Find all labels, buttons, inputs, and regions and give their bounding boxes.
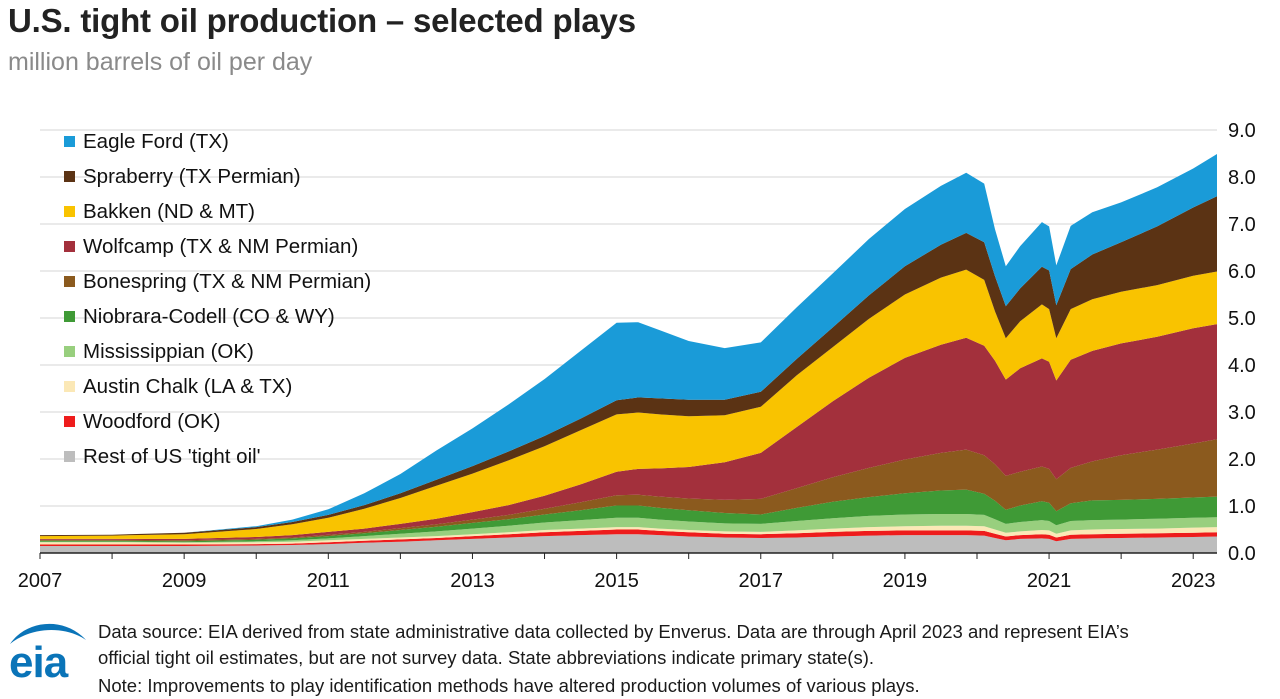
legend-label: Austin Chalk (LA & TX) xyxy=(83,374,293,398)
legend-label: Woodford (OK) xyxy=(83,409,221,433)
area-niobrara-codell-co-wy xyxy=(40,489,1217,543)
y-tick-label: 4.0 xyxy=(1228,355,1256,377)
legend-label: Rest of US 'tight oil' xyxy=(83,444,261,468)
x-tick-label: 2019 xyxy=(883,570,928,592)
legend-swatch xyxy=(64,311,75,322)
area-rest-of-us-tight-oil xyxy=(40,534,1217,553)
x-tick-label: 2013 xyxy=(450,570,495,592)
legend-label: Wolfcamp (TX & NM Permian) xyxy=(83,234,359,258)
eia-logo-icon xyxy=(10,623,86,644)
x-tick-label: 2007 xyxy=(18,570,63,592)
methodology-note: Note: Improvements to play identificatio… xyxy=(98,675,920,696)
legend-item: Spraberry (TX Permian) xyxy=(64,159,371,194)
x-tick-label: 2023 xyxy=(1171,570,1216,592)
legend-label: Spraberry (TX Permian) xyxy=(83,164,301,188)
source-note-line-2: official tight oil estimates, but are no… xyxy=(98,647,875,668)
legend-swatch xyxy=(64,416,75,427)
area-eagle-ford-tx xyxy=(40,154,1217,536)
legend-item: Rest of US 'tight oil' xyxy=(64,439,371,474)
legend-label: Bonespring (TX & NM Permian) xyxy=(83,269,372,293)
legend-swatch xyxy=(64,206,75,217)
chart-subtitle: million barrels of oil per day xyxy=(8,48,313,76)
y-tick-label: 6.0 xyxy=(1228,261,1256,283)
area-mississippian-ok xyxy=(40,514,1217,543)
x-tick-label: 2011 xyxy=(307,570,350,592)
area-wolfcamp-tx-nm-permian xyxy=(40,324,1217,541)
area-bonespring-tx-nm-permian xyxy=(40,439,1217,542)
logo-text: eia xyxy=(9,638,68,687)
chart-title: U.S. tight oil production – selected pla… xyxy=(8,2,636,39)
legend-swatch xyxy=(64,451,75,462)
area-austin-chalk-la-tx xyxy=(40,525,1217,545)
chart: 0.0 1.0 2.0 3.0 4.0 5.0 6.0 7.0 8.0 9.0 2007 2009 20… xyxy=(18,120,1256,592)
y-tick-label: 3.0 xyxy=(1228,402,1256,424)
legend-label: Niobrara-Codell (CO & WY) xyxy=(83,304,335,328)
y-tick-label: 9.0 xyxy=(1228,120,1256,142)
legend: Eagle Ford (TX) Spraberry (TX Permian) B… xyxy=(64,124,371,474)
area-bakken-nd-mt xyxy=(40,269,1217,539)
y-tick-label: 0.0 xyxy=(1228,543,1256,565)
legend-item: Austin Chalk (LA & TX) xyxy=(64,369,371,404)
source-note-line-1: Data source: EIA derived from state admi… xyxy=(98,621,1129,642)
legend-item: Eagle Ford (TX) xyxy=(64,124,371,159)
legend-label: Eagle Ford (TX) xyxy=(83,129,229,153)
x-tick-label: 2015 xyxy=(594,570,639,592)
x-tick-label: 2009 xyxy=(162,570,207,592)
legend-item: Mississippian (OK) xyxy=(64,334,371,369)
area-spraberry-tx-permian xyxy=(40,196,1217,537)
y-tick-label: 8.0 xyxy=(1228,167,1256,189)
legend-label: Bakken (ND & MT) xyxy=(83,199,255,223)
x-tick-label: 2017 xyxy=(739,570,784,592)
legend-label: Mississippian (OK) xyxy=(83,339,254,363)
axes: 0.0 1.0 2.0 3.0 4.0 5.0 6.0 7.0 8.0 9.0 2007 2009 20… xyxy=(18,120,1256,592)
legend-item: Wolfcamp (TX & NM Permian) xyxy=(64,229,371,264)
y-tick-label: 7.0 xyxy=(1228,214,1256,236)
y-tick-label: 2.0 xyxy=(1228,449,1256,471)
legend-item: Woodford (OK) xyxy=(64,404,371,439)
legend-item: Bakken (ND & MT) xyxy=(64,194,371,229)
footer: eia Data source: EIA derived from state … xyxy=(0,612,1280,699)
legend-item: Niobrara-Codell (CO & WY) xyxy=(64,299,371,334)
area-series xyxy=(40,154,1217,553)
legend-item: Bonespring (TX & NM Permian) xyxy=(64,264,371,299)
legend-swatch xyxy=(64,276,75,287)
legend-swatch xyxy=(64,136,75,147)
y-tick-label: 5.0 xyxy=(1228,308,1256,330)
area-woodford-ok xyxy=(40,529,1217,546)
legend-swatch xyxy=(64,171,75,182)
legend-swatch xyxy=(64,381,75,392)
x-tick-label: 2021 xyxy=(1027,570,1072,592)
y-tick-label: 1.0 xyxy=(1228,496,1256,518)
legend-swatch xyxy=(64,241,75,252)
legend-swatch xyxy=(64,346,75,357)
